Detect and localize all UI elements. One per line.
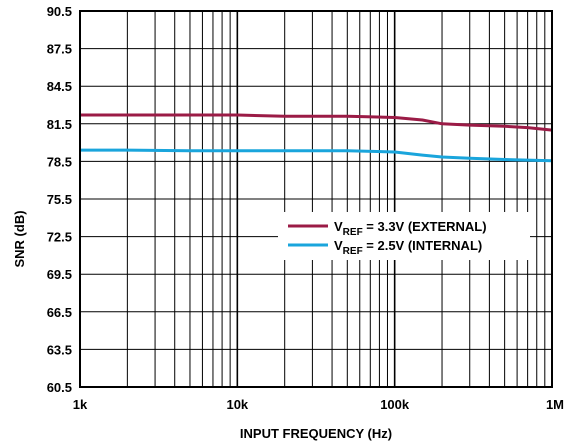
y-tick-label: 69.5 bbox=[47, 267, 72, 282]
series-layer bbox=[80, 115, 552, 161]
x-tick-label: 1k bbox=[73, 397, 88, 412]
y-tick-label: 87.5 bbox=[47, 42, 72, 57]
series-line-internal bbox=[80, 150, 552, 161]
x-tick-labels: 1k 10k 100k 1M bbox=[73, 397, 564, 412]
y-tick-labels: 60.5 63.5 66.5 69.5 72.5 75.5 78.5 81.5 84.5 87.5… bbox=[47, 4, 72, 395]
y-tick-label: 78.5 bbox=[47, 154, 72, 169]
x-tick-label: 1M bbox=[546, 397, 564, 412]
y-tick-label: 63.5 bbox=[47, 342, 72, 357]
x-tick-label: 10k bbox=[226, 397, 248, 412]
y-tick-label: 90.5 bbox=[47, 4, 72, 19]
y-tick-label: 81.5 bbox=[47, 117, 72, 132]
y-tick-label: 66.5 bbox=[47, 305, 72, 320]
legend: VREF = 3.3V (EXTERNAL) VREF = 2.5V (INTE… bbox=[278, 212, 530, 260]
series-line-external bbox=[80, 115, 552, 130]
x-tick-label: 100k bbox=[380, 397, 410, 412]
y-tick-label: 60.5 bbox=[47, 380, 72, 395]
y-tick-label: 84.5 bbox=[47, 79, 72, 94]
x-axis-title: INPUT FREQUENCY (Hz) bbox=[240, 426, 392, 441]
y-tick-label: 75.5 bbox=[47, 192, 72, 207]
y-axis-title: SNR (dB) bbox=[12, 210, 27, 267]
grid bbox=[80, 11, 552, 387]
y-tick-label: 72.5 bbox=[47, 230, 72, 245]
